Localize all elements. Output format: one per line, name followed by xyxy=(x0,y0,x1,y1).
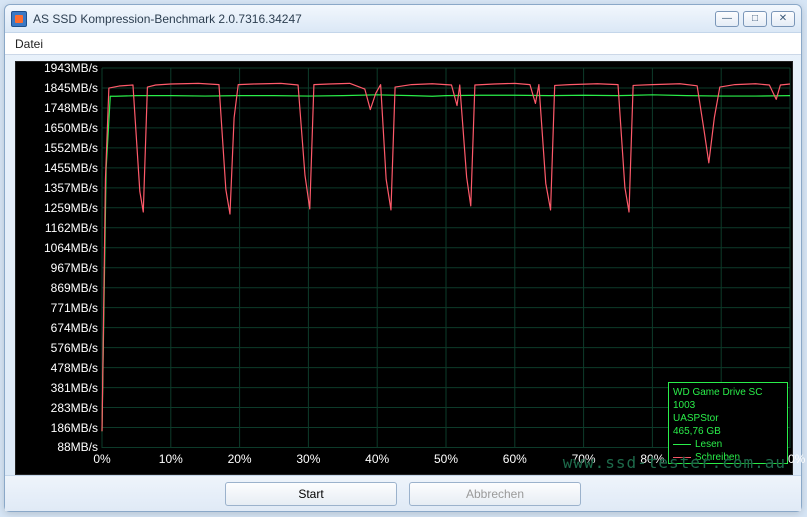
legend-label-lesen: Lesen xyxy=(695,438,722,451)
y-axis-label: 1845MB/s xyxy=(16,82,98,94)
y-axis-label: 674MB/s xyxy=(16,322,98,334)
y-axis-label: 1943MB/s xyxy=(16,62,98,74)
info-line-3: 465,76 GB xyxy=(673,425,783,438)
info-line-0: WD Game Drive SC xyxy=(673,386,783,399)
watermark-text: www.ssd-tester.com.au xyxy=(563,453,786,472)
y-axis-label: 1455MB/s xyxy=(16,162,98,174)
y-axis-label: 1064MB/s xyxy=(16,242,98,254)
close-button[interactable]: ✕ xyxy=(771,11,795,27)
y-axis-label: 771MB/s xyxy=(16,302,98,314)
window-title: AS SSD Kompression-Benchmark 2.0.7316.34… xyxy=(33,12,715,26)
y-axis-label: 869MB/s xyxy=(16,282,98,294)
y-axis-label: 1162MB/s xyxy=(16,222,98,234)
x-axis-label: 20% xyxy=(228,452,252,466)
y-axis-label: 1650MB/s xyxy=(16,122,98,134)
y-axis-label: 1748MB/s xyxy=(16,102,98,114)
legend-lesen: Lesen xyxy=(673,438,783,451)
y-axis-label: 1552MB/s xyxy=(16,142,98,154)
x-axis-label: 50% xyxy=(434,452,458,466)
y-axis-label: 381MB/s xyxy=(16,382,98,394)
y-axis-label: 88MB/s xyxy=(16,441,98,453)
app-window: AS SSD Kompression-Benchmark 2.0.7316.34… xyxy=(4,4,802,512)
menubar: Datei xyxy=(5,33,801,55)
chart-area: 1943MB/s 1845MB/s 1748MB/s 1650MB/s 1552MB/s… xyxy=(15,61,793,475)
window-controls: — □ ✕ xyxy=(715,11,795,27)
y-axis-label: 967MB/s xyxy=(16,262,98,274)
y-axis-label: 1259MB/s xyxy=(16,202,98,214)
device-info-box: WD Game Drive SC 1003 UASPStor 465,76 GB… xyxy=(668,382,788,464)
y-axis-label: 1357MB/s xyxy=(16,182,98,194)
x-axis-label: 30% xyxy=(296,452,320,466)
minimize-button[interactable]: — xyxy=(715,11,739,27)
maximize-button[interactable]: □ xyxy=(743,11,767,27)
y-axis-label: 283MB/s xyxy=(16,402,98,414)
x-axis-label: 0% xyxy=(93,452,110,466)
app-icon xyxy=(11,11,27,27)
x-axis-label: 10% xyxy=(159,452,183,466)
y-axis-label: 478MB/s xyxy=(16,362,98,374)
start-button[interactable]: Start xyxy=(225,482,397,506)
y-axis-label: 186MB/s xyxy=(16,422,98,434)
y-axis-label: 576MB/s xyxy=(16,342,98,354)
cancel-button: Abbrechen xyxy=(409,482,581,506)
x-axis-label: 60% xyxy=(503,452,527,466)
menu-file[interactable]: Datei xyxy=(15,37,43,51)
titlebar[interactable]: AS SSD Kompression-Benchmark 2.0.7316.34… xyxy=(5,5,801,33)
info-line-1: 1003 xyxy=(673,399,783,412)
x-axis-label: 40% xyxy=(365,452,389,466)
button-bar: Start Abbrechen xyxy=(5,475,801,511)
legend-line-icon xyxy=(673,444,691,445)
info-line-2: UASPStor xyxy=(673,412,783,425)
